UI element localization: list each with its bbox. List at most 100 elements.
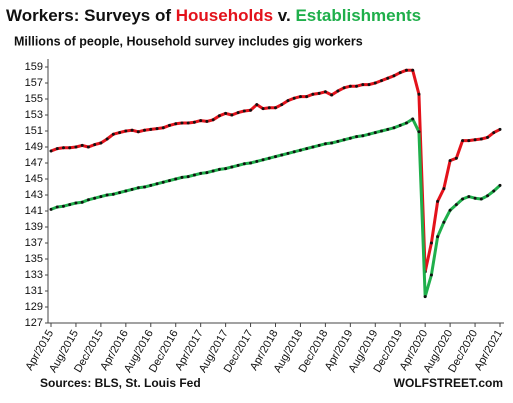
y-tick-label: 147 <box>25 157 43 169</box>
data-point <box>68 146 72 150</box>
data-point <box>467 139 471 143</box>
data-point <box>111 192 115 196</box>
data-point <box>348 84 352 88</box>
data-point <box>311 92 315 96</box>
data-point <box>367 132 371 136</box>
data-point <box>217 167 221 171</box>
data-point <box>242 109 246 113</box>
data-point <box>373 131 377 135</box>
data-point <box>261 158 265 162</box>
data-point <box>404 68 408 72</box>
data-point <box>274 106 277 110</box>
data-point <box>330 141 334 145</box>
data-point <box>423 295 427 299</box>
data-point <box>105 193 109 197</box>
y-tick-label: 157 <box>25 77 43 89</box>
data-point <box>49 149 53 153</box>
data-point <box>230 165 234 169</box>
data-point <box>180 175 184 179</box>
y-tick-label: 151 <box>25 125 43 137</box>
data-point <box>398 71 402 75</box>
data-point <box>373 81 377 85</box>
data-point <box>118 191 122 195</box>
data-point <box>386 127 390 131</box>
data-point <box>180 121 184 125</box>
data-point <box>292 96 296 100</box>
data-point <box>473 196 477 200</box>
data-point <box>167 179 171 183</box>
y-tick-label: 153 <box>25 109 43 121</box>
data-point <box>361 134 365 138</box>
y-tick-label: 127 <box>25 317 43 329</box>
data-point <box>492 189 496 193</box>
data-point <box>454 203 458 207</box>
data-point <box>161 180 165 184</box>
data-point <box>348 136 352 140</box>
data-point <box>380 79 384 83</box>
data-point <box>392 74 396 78</box>
data-point <box>111 132 115 136</box>
title-text: Workers: Surveys of <box>6 6 171 25</box>
data-point <box>105 137 109 141</box>
data-point <box>130 128 134 132</box>
data-point <box>311 145 315 149</box>
data-point <box>136 186 140 190</box>
data-point <box>174 122 178 126</box>
data-point <box>386 76 390 80</box>
data-point <box>323 90 327 94</box>
data-point <box>323 142 327 146</box>
data-point <box>454 156 458 160</box>
data-point <box>461 197 465 201</box>
data-point <box>355 84 359 88</box>
data-point <box>298 95 302 99</box>
data-point <box>436 235 440 239</box>
data-point <box>186 121 190 125</box>
data-point <box>211 118 215 122</box>
data-point <box>80 143 84 147</box>
data-point <box>367 83 371 87</box>
data-point <box>74 145 78 149</box>
data-point <box>230 113 234 117</box>
series-line <box>50 68 501 274</box>
data-point <box>330 93 334 97</box>
data-point <box>255 159 259 163</box>
data-point <box>224 111 228 115</box>
data-point <box>124 189 128 193</box>
data-point <box>99 195 103 199</box>
data-point <box>336 89 340 93</box>
y-tick-label: 149 <box>25 141 43 153</box>
data-point <box>199 171 203 175</box>
data-point <box>167 123 171 127</box>
y-tick-label: 133 <box>25 269 43 281</box>
data-point <box>317 91 321 95</box>
data-point <box>479 137 483 141</box>
data-point <box>118 131 122 135</box>
data-point <box>174 177 178 181</box>
data-point <box>404 121 408 125</box>
y-tick-label: 143 <box>25 189 43 201</box>
data-point <box>224 167 228 171</box>
data-point <box>55 147 59 151</box>
y-tick-label: 155 <box>25 93 43 105</box>
data-point <box>68 203 72 207</box>
data-point <box>280 153 284 157</box>
data-point <box>429 273 433 277</box>
data-point <box>336 139 340 143</box>
data-point <box>298 148 302 152</box>
source: Sources: BLS, St. Louis Fed <box>40 376 201 390</box>
data-point <box>292 150 296 154</box>
data-point <box>80 200 84 204</box>
data-point <box>242 162 246 166</box>
data-point <box>130 187 134 191</box>
data-point <box>205 119 209 123</box>
data-point <box>380 129 384 133</box>
data-point <box>286 99 290 103</box>
data-point <box>342 138 346 142</box>
data-point <box>249 161 253 165</box>
data-point <box>448 208 452 212</box>
chart-title: Workers: Surveys of Households v. Establ… <box>6 6 421 25</box>
title-series: Establishments <box>295 6 421 25</box>
chart-subtitle: Millions of people, Household survey inc… <box>14 34 363 48</box>
data-point <box>161 126 165 130</box>
data-point <box>205 171 209 175</box>
